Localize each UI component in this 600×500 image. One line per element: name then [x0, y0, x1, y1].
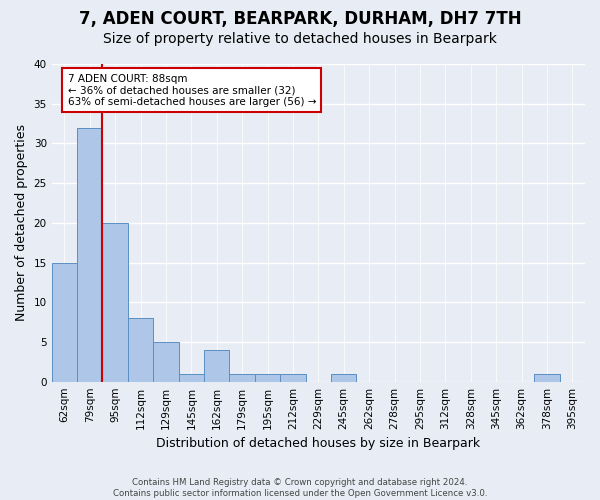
Bar	[204, 350, 229, 382]
Text: Contains HM Land Registry data © Crown copyright and database right 2024.
Contai: Contains HM Land Registry data © Crown c…	[113, 478, 487, 498]
Y-axis label: Number of detached properties: Number of detached properties	[15, 124, 28, 322]
Bar	[229, 374, 255, 382]
Bar	[103, 223, 128, 382]
Bar	[255, 374, 280, 382]
Text: 7, ADEN COURT, BEARPARK, DURHAM, DH7 7TH: 7, ADEN COURT, BEARPARK, DURHAM, DH7 7TH	[79, 10, 521, 28]
Text: Size of property relative to detached houses in Bearpark: Size of property relative to detached ho…	[103, 32, 497, 46]
Text: 7 ADEN COURT: 88sqm
← 36% of detached houses are smaller (32)
63% of semi-detach: 7 ADEN COURT: 88sqm ← 36% of detached ho…	[68, 74, 316, 106]
Bar	[128, 318, 153, 382]
Bar	[52, 262, 77, 382]
Bar	[331, 374, 356, 382]
X-axis label: Distribution of detached houses by size in Bearpark: Distribution of detached houses by size …	[156, 437, 481, 450]
Bar	[179, 374, 204, 382]
Bar	[77, 128, 103, 382]
Bar	[280, 374, 305, 382]
Bar	[534, 374, 560, 382]
Bar	[153, 342, 179, 382]
